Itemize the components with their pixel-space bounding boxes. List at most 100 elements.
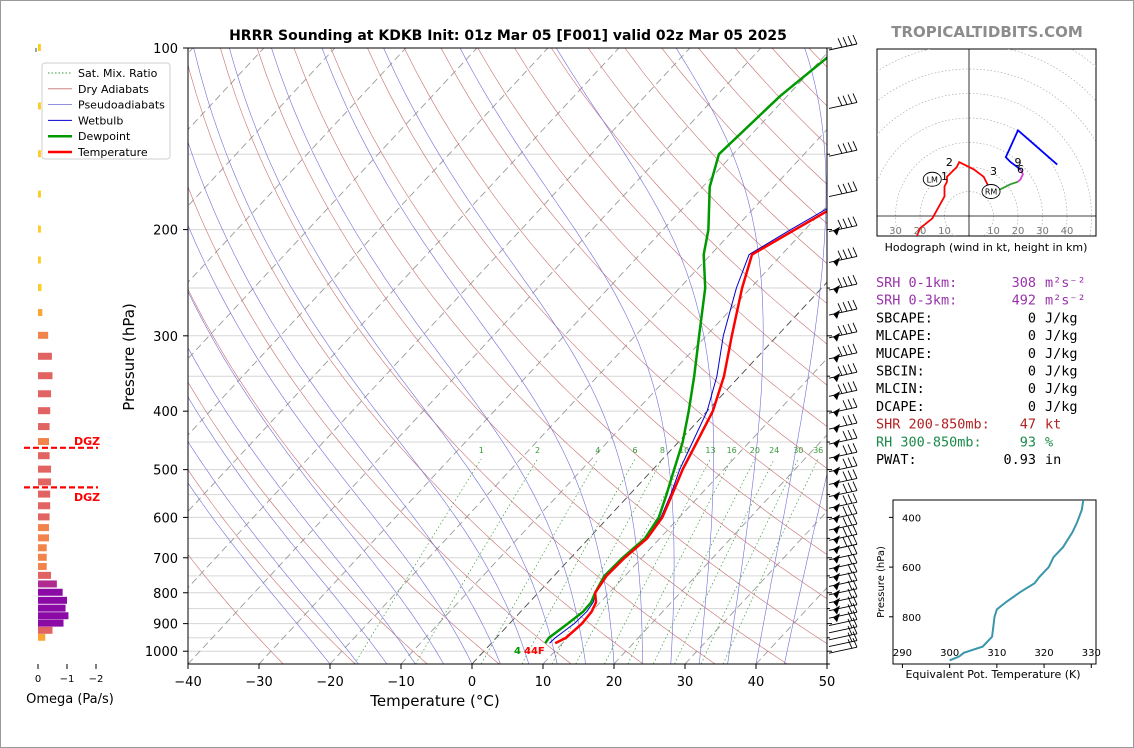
wind-barb <box>828 514 858 535</box>
hodograph-labels: 30 20 10 10 20 30 40 21 3 69 LM RM <box>889 156 1073 237</box>
wind-barb-flag <box>852 544 858 554</box>
index-unit: J/kg <box>1045 310 1078 326</box>
wind-barb-flag <box>837 250 843 260</box>
isotherm-line <box>188 48 478 360</box>
wind-barb-flag <box>847 94 853 104</box>
wind-barb-flag <box>852 638 858 648</box>
wind-barb-flag <box>847 275 853 286</box>
wind-barb-flag <box>852 571 858 581</box>
wind-barb-flag <box>837 384 843 394</box>
dry-adiabat <box>330 48 827 599</box>
mixing-ratio-label: 8 <box>660 446 665 455</box>
skewt-legend: Sat. Mix. Ratio Dry Adiabats Pseudoadiabat… <box>41 62 171 160</box>
index-label: DCAPE: <box>876 399 925 415</box>
wind-barb-flag <box>847 323 853 334</box>
legend-label: Sat. Mix. Ratio <box>78 67 158 80</box>
omega-bar <box>38 524 50 532</box>
mixing-ratio-line <box>551 458 663 664</box>
omega-x-tick-label: −2 <box>89 674 104 685</box>
hodograph-tick-label: 30 <box>889 226 902 237</box>
omega-bar <box>38 352 52 360</box>
wind-barb-pennant <box>833 373 840 383</box>
wind-barb-flag <box>842 527 848 537</box>
wind-barb <box>828 525 858 545</box>
theta-e-y-tick-label: 600 <box>902 563 921 574</box>
wind-barb-flag <box>847 429 853 440</box>
wind-barb <box>828 571 858 591</box>
wind-barb-staff <box>828 626 858 634</box>
hodograph-tick-label: 10 <box>938 226 951 237</box>
isotherm-line <box>258 52 827 664</box>
legend-label: Wetbulb <box>78 114 123 127</box>
omega-bar <box>38 612 69 620</box>
index-value: 0.93 <box>1003 452 1036 468</box>
hodograph-trace <box>1017 169 1024 183</box>
surface-temp-label: 44F <box>524 646 545 657</box>
wind-barb-flag <box>842 506 848 516</box>
wind-barb-pennant <box>833 525 840 535</box>
theta-e-profile <box>949 500 1085 662</box>
wind-barb <box>828 34 858 51</box>
wind-barb-pennant <box>833 572 840 582</box>
pseudoadiabat <box>459 48 675 664</box>
wind-barb-flag <box>852 456 858 466</box>
hodograph-tick-label: 30 <box>1036 226 1049 237</box>
wind-barb-flag <box>842 302 848 312</box>
wind-barb-flag <box>847 588 853 599</box>
wind-barb-pennant <box>833 581 840 591</box>
mixing-ratio-line <box>480 458 599 664</box>
index-unit: J/kg <box>1045 328 1078 344</box>
wind-barb-flag <box>842 345 848 356</box>
hodograph-tick-label: 20 <box>914 226 927 237</box>
omega-bar <box>38 256 41 264</box>
y-tick-label: 500 <box>153 464 178 479</box>
dry-adiabat <box>403 48 827 512</box>
mixing-ratio-line <box>604 458 711 664</box>
pseudoadiabat <box>321 48 615 664</box>
mixing-ratio-line <box>700 458 799 664</box>
mixing-ratio-line <box>627 458 733 664</box>
index-label: SRH 0-1km: <box>876 275 957 291</box>
wind-barb-flag <box>852 428 858 439</box>
omega-bar <box>38 619 64 627</box>
wind-barb-flag <box>842 324 848 335</box>
index-label: RH 300-850mb: <box>876 434 982 450</box>
wind-barb <box>828 624 858 641</box>
wind-barb-staff <box>828 640 858 648</box>
wind-barb-pennant <box>833 353 840 363</box>
x-tick-label: 30 <box>677 675 694 690</box>
wind-barb-flag <box>847 580 853 591</box>
wind-barb <box>828 493 858 513</box>
wind-barb-flag <box>847 482 853 492</box>
dgz-label-top: DGZ <box>74 435 100 448</box>
omega-bar <box>38 465 52 473</box>
wind-barb <box>828 535 858 555</box>
mixing-ratio-label: 36 <box>813 446 823 455</box>
omega-bar <box>38 331 49 339</box>
wind-barb-flag <box>852 141 858 151</box>
x-tick-label: 20 <box>606 675 623 690</box>
wind-barb <box>828 428 858 449</box>
wind-barb <box>828 595 858 615</box>
wind-barb <box>828 638 858 654</box>
hodograph-tick-label: 10 <box>987 226 1000 237</box>
y-tick-label: 900 <box>153 618 178 633</box>
hodograph-trace <box>1004 128 1058 171</box>
omega-x-tick-label: −1 <box>60 674 75 685</box>
wind-barb-flag <box>847 639 853 649</box>
index-label: SBCAPE: <box>876 310 933 326</box>
wind-barb-flag <box>847 536 853 546</box>
mixing-ratio-label: 1 <box>479 446 484 455</box>
omega-bar <box>38 44 41 51</box>
wind-barb <box>828 397 858 418</box>
y-tick-label: 600 <box>153 511 178 526</box>
storm-motion-marker <box>922 171 942 187</box>
isotherm-line <box>188 48 620 512</box>
wind-barb-flag <box>842 95 848 105</box>
wind-barb-flag <box>847 611 853 621</box>
wind-barb-flag <box>842 537 848 547</box>
wind-barb <box>828 181 858 198</box>
dewpoint-profile <box>544 56 827 644</box>
mixing-ratio-line <box>652 458 756 664</box>
